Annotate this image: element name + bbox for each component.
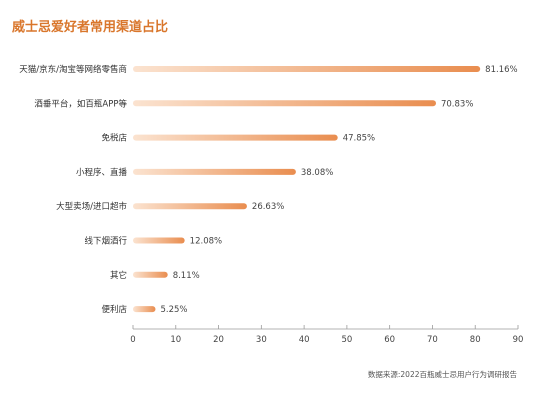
x-tick-label: 50	[341, 335, 352, 345]
bar	[133, 306, 156, 313]
category-label: 免税店	[101, 133, 127, 144]
bar	[133, 168, 296, 175]
bar	[133, 271, 168, 278]
value-label: 38.08%	[301, 168, 333, 178]
x-tick-label: 30	[256, 335, 267, 345]
data-source-note: 数据来源:2022百瓶威士忌用户行为调研报告	[367, 370, 517, 379]
value-label: 12.08%	[190, 237, 222, 247]
x-tick-label: 10	[170, 335, 181, 345]
category-label: 线下烟酒行	[84, 236, 127, 247]
value-label: 81.16%	[485, 65, 517, 75]
bar	[133, 100, 436, 107]
x-tick-label: 20	[213, 335, 224, 345]
bar	[133, 134, 338, 141]
x-tick-label: 90	[513, 335, 524, 345]
bar	[133, 237, 185, 244]
bar	[133, 203, 247, 210]
category-label: 小程序、直播	[76, 167, 128, 178]
category-label: 便利店	[101, 304, 127, 315]
x-tick-label: 0	[130, 335, 135, 345]
category-label: 天猫/京东/淘宝等网络零售商	[19, 64, 127, 75]
category-label: 大型卖场/进口超市	[56, 201, 127, 212]
x-tick-label: 70	[427, 335, 438, 345]
value-label: 26.63%	[252, 202, 284, 212]
chart-title: 威士忌爱好者常用渠道占比	[12, 20, 169, 35]
value-label: 5.25%	[160, 305, 187, 315]
x-tick-label: 40	[299, 335, 310, 345]
value-label: 70.83%	[441, 99, 473, 109]
bar	[133, 66, 481, 72]
x-tick-label: 80	[470, 335, 481, 345]
value-label: 47.85%	[343, 134, 375, 144]
x-tick-label: 60	[384, 335, 395, 345]
category-label: 酒垂平台，如百瓶APP等	[34, 98, 127, 109]
category-label: 其它	[110, 270, 127, 281]
value-label: 8.11%	[173, 271, 200, 281]
